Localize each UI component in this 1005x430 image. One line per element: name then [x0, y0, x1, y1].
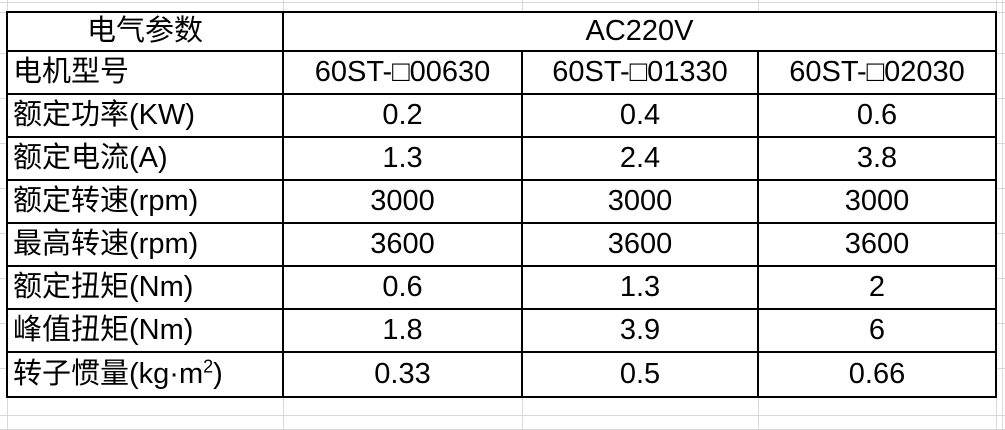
- model-cell: 60ST-□02030: [757, 50, 997, 95]
- table-row: 峰值扭矩(Nm) 1.8 3.9 6: [6, 308, 997, 353]
- spec-value-cell: 3000: [757, 179, 997, 224]
- spec-value-cell: 3000: [282, 179, 523, 224]
- spec-label-cell: 额定转速(rpm): [6, 179, 284, 224]
- spec-value-cell: 3.9: [521, 308, 759, 353]
- spec-label-cell: 额定扭矩(Nm): [6, 265, 284, 310]
- table-row: 额定转速(rpm) 3000 3000 3000: [6, 179, 997, 224]
- spec-value-cell: 0.2: [282, 93, 523, 138]
- spec-label-cell: 峰值扭矩(Nm): [6, 308, 284, 353]
- spec-label-text: 转子惯量(kg·m: [13, 358, 204, 390]
- spec-value-cell: 0.6: [757, 93, 997, 138]
- gridline: [1002, 0, 1003, 430]
- spec-label-cell: 额定功率(KW): [6, 93, 284, 138]
- table-row: 最高转速(rpm) 3600 3600 3600: [6, 222, 997, 267]
- spec-label-cell: 转子惯量(kg·m2): [6, 351, 284, 398]
- spec-value-cell: 0.6: [282, 265, 523, 310]
- spec-value-cell: 6: [757, 308, 997, 353]
- spec-value-cell: 2.4: [521, 136, 759, 181]
- spec-value-cell: 3000: [521, 179, 759, 224]
- gridline: [0, 2, 1005, 3]
- table-row: 额定电流(A) 1.3 2.4 3.8: [6, 136, 997, 181]
- spec-label-cell: 最高转速(rpm): [6, 222, 284, 267]
- spec-value-cell: 0.66: [757, 351, 997, 398]
- spec-value-cell: 3600: [521, 222, 759, 267]
- model-cell: 60ST-□00630: [282, 50, 523, 95]
- superscript-2: 2: [203, 356, 214, 377]
- model-row: 电机型号 60ST-□00630 60ST-□01330 60ST-□02030: [6, 50, 997, 95]
- spec-value-cell: 3.8: [757, 136, 997, 181]
- spec-value-cell: 0.33: [282, 351, 523, 398]
- table-row: 额定功率(KW) 0.2 0.4 0.6: [6, 93, 997, 138]
- spec-value-cell: 3600: [282, 222, 523, 267]
- motor-spec-table: 电气参数 AC220V 电机型号 60ST-□00630 60ST-□01330…: [6, 11, 997, 398]
- spec-value-cell: 1.8: [282, 308, 523, 353]
- header-row: 电气参数 AC220V: [6, 11, 997, 52]
- model-cell: 60ST-□01330: [521, 50, 759, 95]
- spec-value-cell: 0.4: [521, 93, 759, 138]
- model-label-cell: 电机型号: [6, 50, 284, 95]
- param-header-cell: 电气参数: [6, 11, 284, 52]
- spec-value-cell: 2: [757, 265, 997, 310]
- spec-value-cell: 1.3: [521, 265, 759, 310]
- table-row: 转子惯量(kg·m2) 0.33 0.5 0.66: [6, 351, 997, 398]
- gridline: [0, 415, 1005, 416]
- table-row: 额定扭矩(Nm) 0.6 1.3 2: [6, 265, 997, 310]
- voltage-header-cell: AC220V: [282, 11, 997, 52]
- spec-value-cell: 3600: [757, 222, 997, 267]
- spec-label-text: ): [213, 358, 223, 390]
- spec-value-cell: 1.3: [282, 136, 523, 181]
- spec-label-cell: 额定电流(A): [6, 136, 284, 181]
- spec-value-cell: 0.5: [521, 351, 759, 398]
